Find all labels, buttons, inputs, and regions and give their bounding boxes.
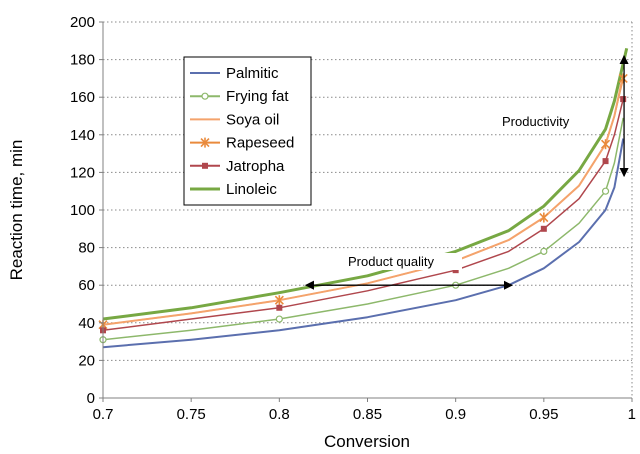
product-quality-label-bg (344, 253, 462, 270)
y-tick-label-4: 80 (78, 240, 95, 257)
y-tick-label-8: 160 (70, 89, 95, 106)
legend-item-linoleic: Linoleic (190, 181, 277, 198)
x-tick-label-2: 0.8 (269, 406, 290, 423)
legend-items: Palmitic Frying fat Soya oil Rapeseed Jatrop… (190, 65, 294, 198)
legend-marker-rapeseed (200, 137, 210, 148)
point-jatropha-5 (620, 96, 627, 103)
legend-marker-jatropha (202, 162, 208, 169)
point-frying-fat-3 (540, 247, 548, 255)
y-tick-label-0: 0 (87, 390, 95, 407)
legend-item-palmitic: Palmitic (190, 65, 279, 82)
y-axis-title: Reaction time, min (7, 140, 26, 281)
y-tick-label-2: 40 (78, 315, 95, 332)
product-quality-annotation: Product quality (304, 253, 514, 290)
x-tick-label-1: 0.75 (177, 406, 206, 423)
point-rapeseed-4 (600, 139, 611, 150)
x-tick-label-5: 0.95 (529, 406, 558, 423)
point-jatropha-4 (602, 158, 609, 165)
series-layer (102, 47, 629, 349)
x-tick-label-0: 0.7 (93, 406, 114, 423)
legend-label-linoleic: Linoleic (226, 181, 277, 198)
series-line-linoleic (102, 47, 629, 321)
series-line-soya-oil (102, 74, 625, 326)
productivity-annotation: Productivity (500, 54, 629, 178)
legend-item-rapeseed: Rapeseed (190, 135, 294, 152)
productivity-label-bg (500, 113, 586, 130)
y-tick-label-5: 100 (70, 202, 95, 219)
x-axis-title: Conversion (324, 432, 410, 451)
y-tick-label-1: 20 (78, 352, 95, 369)
series-line-frying-fat (102, 117, 624, 341)
legend-marker-frying-fat (201, 92, 209, 100)
series-line-jatropha (102, 98, 624, 332)
legend-box (183, 56, 312, 206)
legend-label-soya-oil: Soya oil (226, 111, 279, 128)
point-jatropha-2 (452, 267, 459, 274)
point-jatropha-3 (540, 225, 547, 232)
product-quality-label: Product quality (348, 254, 434, 269)
point-frying-fat-1 (275, 315, 283, 323)
y-tick-labels: 0 20 40 60 80 100 120 140 160 180 200 (70, 14, 103, 407)
x-tick-label-6: 1 (628, 406, 636, 423)
productivity-label: Productivity (502, 114, 570, 129)
legend-label-jatropha: Jatropha (226, 158, 285, 175)
point-frying-fat-4 (601, 187, 610, 195)
y-tick-label-10: 200 (70, 14, 95, 31)
legend-label-palmitic: Palmitic (226, 65, 279, 82)
legend: Palmitic Frying fat Soya oil Rapeseed Jatrop… (183, 56, 312, 206)
legend-item-jatropha: Jatropha (190, 158, 285, 175)
legend-label-frying-fat: Frying fat (226, 88, 289, 105)
x-tick-labels: 0.7 0.75 0.8 0.85 0.9 0.95 1 (93, 398, 636, 423)
y-tick-label-6: 120 (70, 164, 95, 181)
x-tick-label-4: 0.9 (445, 406, 466, 423)
y-tick-label-9: 180 (70, 52, 95, 69)
legend-label-rapeseed: Rapeseed (226, 135, 294, 152)
x-tick-label-3: 0.85 (353, 406, 382, 423)
y-tick-label-7: 140 (70, 127, 95, 144)
legend-item-soya-oil: Soya oil (190, 111, 279, 128)
point-rapeseed-3 (539, 212, 549, 223)
y-tick-label-3: 60 (78, 277, 95, 294)
legend-item-frying-fat: Frying fat (190, 88, 289, 105)
point-jatropha-1 (276, 304, 283, 311)
point-rapeseed-1 (274, 295, 284, 306)
